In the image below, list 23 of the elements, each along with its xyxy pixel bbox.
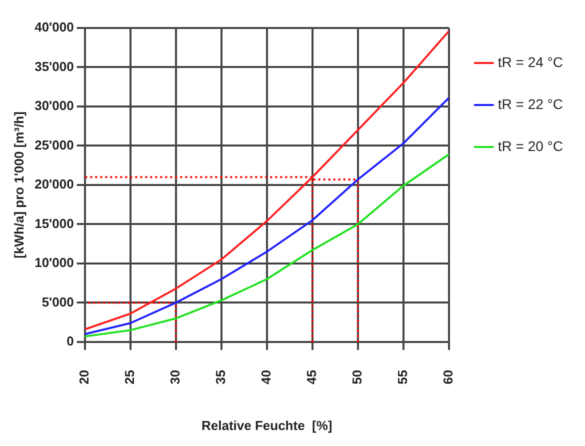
x-tick-label: 20: [76, 370, 92, 384]
legend-label: tR = 24 °C: [498, 54, 564, 70]
y-tick-label: 0: [66, 334, 74, 349]
x-axis-title: Relative Feuchte [%]: [201, 418, 332, 433]
y-tick-label: 30'000: [34, 98, 74, 114]
x-tick-label: 35: [212, 370, 228, 384]
y-tick-label: 25'000: [34, 137, 74, 152]
y-tick-label: 20'000: [34, 176, 74, 192]
y-tick-label: 40'000: [34, 20, 74, 35]
y-tick-label: 10'000: [34, 255, 74, 270]
x-tick-label: 45: [304, 370, 319, 384]
y-tick-label: 35'000: [34, 58, 74, 74]
x-tick-label: 40: [258, 370, 274, 384]
y-axis-title: [kWh/a] pro 1'000 [m³/h]: [11, 112, 26, 258]
y-tick-label: 15'000: [34, 216, 74, 231]
x-tick-label: 50: [349, 370, 364, 384]
x-tick-label: 60: [440, 370, 456, 384]
x-tick-label: 25: [122, 370, 137, 384]
legend-label: tR = 22 °C: [498, 96, 564, 112]
y-tick-label: 5'000: [42, 294, 74, 310]
legend-label: tR = 20 °C: [498, 138, 564, 154]
x-tick-label: 30: [167, 370, 182, 384]
x-tick-label: 55: [394, 370, 410, 384]
